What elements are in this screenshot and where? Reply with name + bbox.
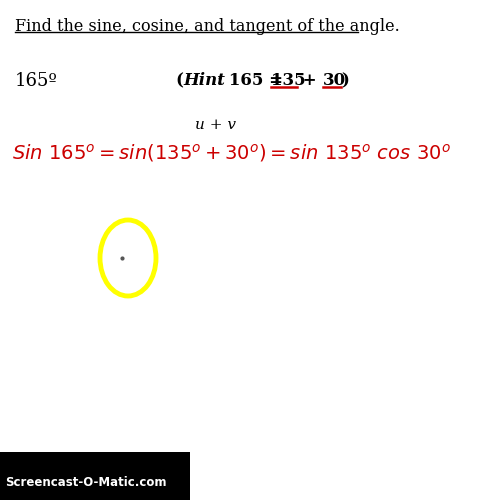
Text: 165º: 165º: [15, 72, 58, 90]
Text: u + v: u + v: [195, 118, 236, 132]
Text: (: (: [175, 72, 183, 89]
Text: +: +: [297, 72, 322, 89]
Text: 30: 30: [323, 72, 346, 89]
Text: : 165 =: : 165 =: [217, 72, 289, 89]
Text: Hint: Hint: [183, 72, 225, 89]
Text: Find the sine, cosine, and tangent of the angle.: Find the sine, cosine, and tangent of th…: [15, 18, 400, 35]
Text: ): ): [341, 72, 349, 89]
Text: Screencast-O-Matic.com: Screencast-O-Matic.com: [5, 476, 166, 489]
Text: $\mathit{Sin}\ \mathit{165^o} = \mathit{sin}(\mathit{135^o}+\mathit{30^o}) = \ma: $\mathit{Sin}\ \mathit{165^o} = \mathit{…: [12, 142, 451, 164]
Text: 135: 135: [271, 72, 306, 89]
